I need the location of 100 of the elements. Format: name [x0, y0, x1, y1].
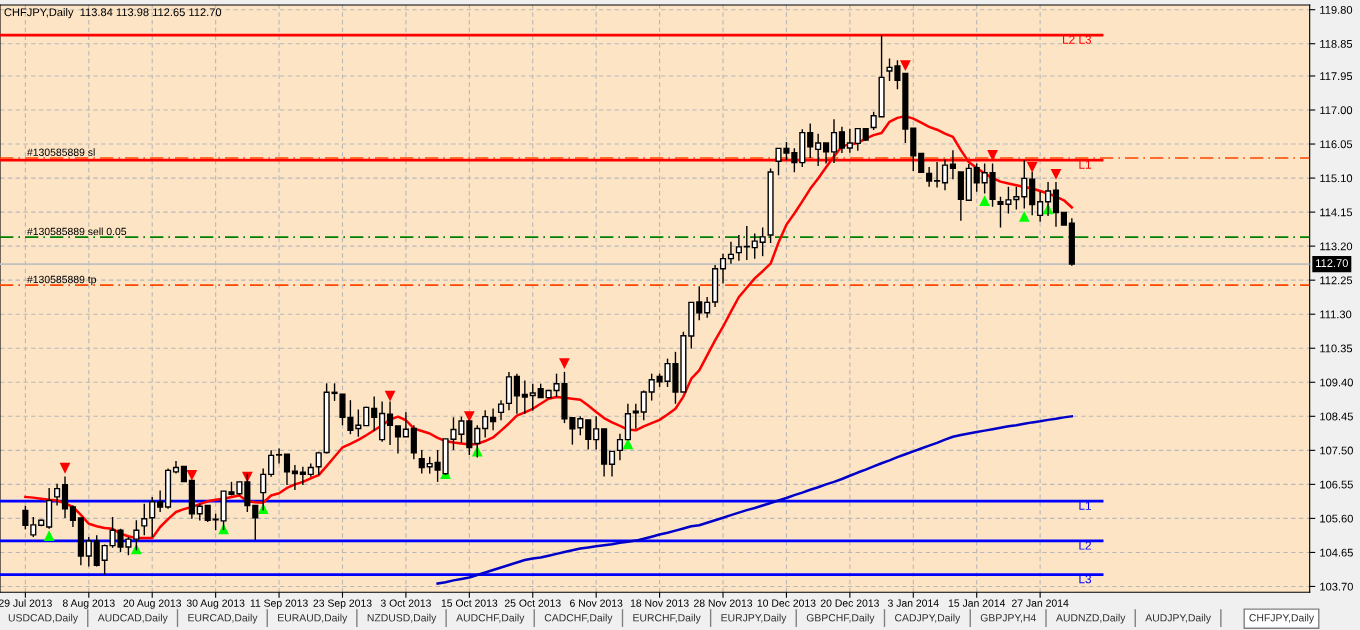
candlestick — [260, 467, 267, 512]
candlestick — [743, 225, 750, 261]
ref-line-label: #130585889 sl — [27, 148, 95, 156]
candlestick — [735, 234, 742, 262]
y-tick-label: 103.70 — [1320, 582, 1353, 591]
candlestick — [402, 411, 409, 438]
point — [1018, 211, 1030, 222]
candlestick — [275, 447, 283, 465]
candlestick — [973, 162, 980, 193]
candlestick — [640, 389, 647, 421]
candlestick — [355, 408, 362, 438]
point — [59, 462, 71, 474]
candlestick — [759, 226, 766, 257]
text: EURCAD,Daily — [188, 613, 258, 624]
ref-line-label: 112.70 — [1316, 259, 1348, 268]
candlestick — [616, 433, 624, 462]
y-tick-label: 119.80 — [1320, 5, 1353, 14]
text: AUDCAD,Daily — [97, 613, 168, 624]
candlestick — [838, 126, 846, 154]
y-tick-label: 109.40 — [1320, 378, 1353, 387]
text: AUDJPY,Daily — [1145, 613, 1212, 624]
ref-line-label: L1 — [1079, 501, 1092, 510]
x-tick-label: 20 Aug 2013 — [123, 599, 182, 609]
point — [384, 390, 396, 402]
candlestick — [482, 409, 489, 439]
point — [979, 195, 991, 207]
x-tick-label: 23 Sep 2013 — [313, 599, 372, 609]
point — [186, 470, 198, 481]
candlestick — [870, 111, 877, 131]
x-tick-label: 25 Oct 2013 — [504, 599, 561, 607]
x-tick-label: 18 Nov 2013 — [630, 599, 689, 607]
candlestick — [299, 466, 306, 486]
text: NZDUSD,Daily — [367, 613, 437, 624]
x-tick-label: 20 Dec 2013 — [820, 599, 879, 607]
text: CADCHF,Daily — [544, 613, 613, 624]
x-tick-label: 11 Sep 2013 — [250, 599, 308, 609]
candlestick — [521, 379, 528, 415]
candlestick — [815, 132, 822, 167]
y-tick-label: 108.45 — [1320, 412, 1353, 421]
line-series — [436, 415, 1074, 585]
candlestick — [157, 489, 164, 513]
candlestick — [846, 127, 853, 154]
candlestick — [513, 372, 520, 415]
y-tick-label: 112.25 — [1320, 276, 1353, 285]
y-tick-label: 116.05 — [1320, 140, 1353, 149]
candlestick — [593, 415, 600, 451]
y-tick-label: 114.15 — [1320, 208, 1353, 217]
candlestick — [283, 453, 291, 486]
candlestick — [719, 252, 727, 285]
x-tick-label: 3 Jan 2014 — [887, 599, 939, 607]
y-tick-label: 105.60 — [1320, 514, 1353, 523]
candlestick — [751, 232, 758, 260]
candlestick — [933, 161, 941, 189]
candlestick — [85, 536, 92, 568]
candlestick — [474, 424, 481, 459]
candlestick — [918, 152, 925, 174]
candlestick — [529, 383, 536, 412]
candlestick — [926, 166, 933, 188]
candlestick — [141, 503, 148, 536]
point — [43, 530, 55, 541]
candlestick — [22, 505, 29, 530]
candlestick — [418, 449, 425, 475]
candlestick — [941, 158, 949, 191]
candlestick — [1013, 185, 1020, 211]
text: AUDNZD,Daily — [1056, 613, 1126, 624]
x-tick-label: 27 Jan 2014 — [1011, 599, 1069, 607]
candlestick — [830, 118, 838, 164]
candlestick — [497, 399, 505, 421]
candlestick — [577, 415, 584, 436]
candlestick — [823, 142, 830, 165]
y-tick-label: 118.85 — [1320, 40, 1353, 48]
candlestick — [854, 127, 861, 152]
x-tick-label: 15 Jan 2014 — [948, 599, 1006, 607]
y-tick-label: 106.55 — [1320, 480, 1353, 489]
y-tick-label: 110.35 — [1320, 344, 1353, 353]
ref-line-label: L2 L3 — [1063, 35, 1092, 44]
candlestick — [727, 241, 735, 265]
x-tick-label: 15 Oct 2013 — [441, 599, 498, 607]
y-tick-label: 111.30 — [1320, 310, 1352, 319]
text: GBPJPY,H4 — [980, 614, 1036, 623]
candlestick — [54, 482, 61, 507]
x-tick-label: 10 Dec 2013 — [757, 599, 816, 607]
candlestick — [268, 449, 275, 478]
candlestick — [807, 122, 814, 159]
text: GBPCHF,Daily — [806, 613, 875, 624]
candlestick — [149, 496, 156, 538]
candlestick — [30, 516, 37, 538]
candlestick — [291, 464, 298, 491]
text: USDCAD,Daily — [8, 613, 79, 624]
x-tick-label: 30 Aug 2013 — [186, 599, 245, 609]
candlestick — [394, 425, 402, 455]
candlestick — [244, 472, 251, 513]
text: CHFJPY,Daily — [1249, 613, 1315, 624]
candlestick — [585, 419, 592, 451]
point — [1050, 169, 1062, 180]
candlestick — [1037, 190, 1044, 223]
x-tick-label: 8 Aug 2013 — [62, 599, 115, 609]
text: EURAUD,Daily — [278, 613, 348, 624]
y-tick-label: 117.00 — [1320, 106, 1353, 115]
candlestick — [490, 407, 497, 431]
